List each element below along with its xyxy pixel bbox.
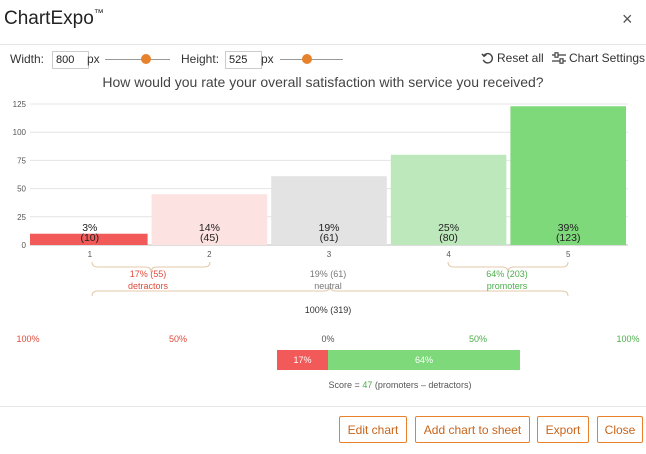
bar-4 [390,154,507,245]
bar-5 [510,106,626,245]
total-label: 100% (319) [305,305,352,315]
bar-percent-label: 14% [199,222,220,234]
group-name-label: detractors [128,281,169,291]
chart-canvas: 0 25 50 75 100 125 3%(10) 1 14%(45) 2 19%(61) 3 25%… [13,100,640,390]
score-line: Score = 47 (promoters – detractors) [329,380,472,390]
scale-label-left_50: 50% [169,334,187,344]
edit-chart-button[interactable]: Edit chart [339,416,407,443]
y-tick-label: 125 [13,100,27,109]
y-tick-label: 50 [17,185,26,194]
x-tick-label: 4 [446,250,451,259]
x-tick-label: 2 [207,250,212,259]
promoters-score-bar [328,350,520,370]
bar-3 [271,176,387,245]
reset-all-label: Reset all [497,51,544,65]
bar-percent-label: 39% [558,222,579,234]
score-minus: – [421,380,426,390]
x-tick-label: 1 [88,250,93,259]
scale-label-right_100: 100% [616,334,639,344]
scale-label-left_100: 100% [16,334,39,344]
reset-all-button[interactable]: Reset all [481,51,544,65]
group-percent-label: 17% (55) [130,269,167,279]
group-percent-label: 64% (203) [486,269,528,279]
scale-label-right_50: 50% [469,334,487,344]
settings-sliders-icon [552,51,566,64]
close-button[interactable]: Close [597,416,643,443]
height-slider-knob[interactable] [302,54,312,64]
x-tick-label: 3 [327,250,332,259]
width-slider-track[interactable] [105,59,170,60]
width-unit: px [87,52,100,66]
group-name-label: neutral [314,281,342,291]
bar-percent-label: 25% [438,222,459,234]
detractors-score-label: 17% [293,355,311,365]
add-chart-to-sheet-button[interactable]: Add chart to sheet [415,416,530,443]
y-tick-label: 25 [17,213,26,222]
scale-label-zero: 0% [321,334,334,344]
height-unit: px [261,52,274,66]
group-name-label: promoters [487,281,528,291]
bar-percent-label: 19% [318,222,339,234]
close-icon[interactable]: × [622,9,633,29]
score-detractors: detractors) [428,380,471,390]
y-tick-label: 100 [13,128,27,137]
height-input[interactable] [225,51,262,69]
title-bar [0,0,646,45]
score-prefix: Score = [329,380,363,390]
score-promoters: (promoters [375,380,419,390]
bar-2 [151,194,268,245]
width-label: Width: [10,52,45,66]
bar-count-label: (123) [556,232,581,244]
footer-divider [0,406,646,407]
promoters-brace [447,261,569,273]
bar-count-label: (10) [80,232,99,244]
width-input[interactable] [52,51,89,69]
bar-count-label: (61) [320,232,339,244]
width-slider-knob[interactable] [141,54,151,64]
export-button[interactable]: Export [537,416,589,443]
detractors-brace [91,261,211,273]
x-tick-label: 5 [566,250,571,259]
detractors-score-bar [277,350,328,370]
bar-1 [30,233,148,245]
score-value: 47 [362,380,372,390]
chart-title: How would you rate your overall satisfac… [102,74,544,90]
group-percent-label: 19% (61) [310,269,347,279]
promoters-score-label: 64% [415,355,433,365]
total-brace [91,285,569,297]
height-label: Height: [181,52,220,66]
y-tick-label: 0 [22,241,27,250]
y-tick-label: 75 [17,156,26,165]
chart-settings-label: Chart Settings [569,51,646,65]
reset-icon [481,52,493,64]
app-title: ChartExpo™ [4,8,104,29]
bar-percent-label: 3% [82,222,97,234]
bar-count-label: (45) [200,232,219,244]
chart-settings-button[interactable]: Chart Settings [552,51,645,65]
bar-count-label: (80) [439,232,458,244]
